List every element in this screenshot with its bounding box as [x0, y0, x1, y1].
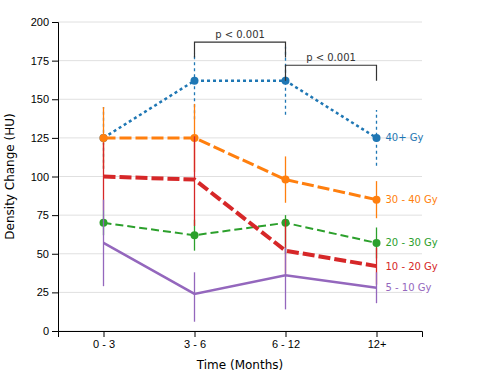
x-tick: 6 - 12 — [272, 331, 300, 350]
x-tick-label: 3 - 6 — [184, 338, 206, 350]
error-bar — [285, 248, 286, 310]
y-tick-label: 100 — [31, 171, 49, 183]
x-axis-line — [59, 332, 423, 338]
series — [104, 136, 377, 284]
grid-line — [58, 253, 422, 254]
series-label: 20 - 30 Gy — [386, 237, 438, 248]
x-tick-label: 12+ — [368, 338, 387, 350]
y-tick-mark — [52, 138, 58, 139]
significance-label: p < 0.001 — [215, 29, 265, 40]
chart-container: 0 25 50 75 100 125 150 175 200 0 - 3 3 - 6 6 - 12 12… — [0, 0, 500, 377]
y-tick-mark — [52, 254, 58, 255]
significance-label: p < 0.001 — [306, 52, 356, 63]
x-tick-mark — [377, 331, 378, 337]
y-axis: 0 25 50 75 100 125 150 175 200 — [31, 16, 59, 337]
series — [104, 200, 377, 322]
significance-bracket — [286, 65, 377, 80]
y-tick: 200 — [31, 16, 58, 28]
grid-line — [58, 292, 422, 293]
x-tick: 12+ — [368, 331, 387, 350]
grid-line — [58, 60, 422, 61]
marker — [191, 77, 199, 85]
labels: 40+ Gy 30 - 40 Gy 20 - 30 Gy 10 - 20 Gy 5 - … — [215, 29, 438, 293]
y-tick-mark — [52, 331, 58, 332]
series — [100, 47, 381, 169]
y-tick: 150 — [31, 93, 58, 105]
y-tick: 175 — [31, 55, 58, 67]
error-bar — [194, 272, 195, 321]
y-tick-mark — [52, 22, 58, 23]
y-tick-mark — [52, 292, 58, 293]
y-tick-label: 125 — [31, 132, 49, 144]
series — [100, 104, 381, 218]
series-label: 40+ Gy — [386, 132, 424, 143]
y-tick-label: 200 — [31, 16, 49, 28]
y-tick-label: 50 — [37, 248, 49, 260]
y-tick: 100 — [31, 171, 58, 183]
y-tick: 50 — [37, 248, 58, 260]
series — [100, 210, 381, 258]
grid-line — [58, 99, 422, 100]
y-tick: 0 — [43, 325, 58, 337]
y-tick-label: 0 — [43, 325, 49, 337]
significance-bracket — [195, 42, 286, 57]
marker — [373, 239, 381, 247]
grid — [58, 22, 422, 331]
x-axis: 0 - 3 3 - 6 6 - 12 12+ — [59, 331, 423, 350]
chart: 0 25 50 75 100 125 150 175 200 0 - 3 3 - 6 6 - 12 12… — [0, 0, 500, 377]
x-tick-label: 6 - 12 — [272, 338, 300, 350]
x-tick: 0 - 3 — [93, 331, 115, 350]
marker — [282, 176, 290, 184]
x-axis-title: Time (Months) — [196, 358, 283, 372]
plot: 0 25 50 75 100 125 150 175 200 0 - 3 3 - 6 6 - 12 12… — [31, 16, 438, 350]
x-tick-mark — [195, 331, 196, 337]
y-axis-title: Density Change (HU) — [3, 113, 17, 239]
series-line — [104, 177, 377, 267]
grid-line — [58, 22, 422, 23]
x-tick: 3 - 6 — [184, 331, 206, 350]
y-tick: 125 — [31, 132, 58, 144]
y-tick-label: 25 — [37, 286, 49, 298]
marks — [100, 42, 381, 322]
y-tick-label: 175 — [31, 55, 49, 67]
series-line — [104, 223, 377, 243]
y-tick: 25 — [37, 286, 58, 298]
marker — [100, 134, 108, 142]
y-tick-mark — [52, 215, 58, 216]
y-tick-mark — [52, 177, 58, 178]
series-label: 5 - 10 Gy — [386, 282, 432, 293]
y-tick: 75 — [37, 209, 58, 221]
series-line — [104, 138, 377, 200]
marker — [373, 196, 381, 204]
x-tick-label: 0 - 3 — [93, 338, 115, 350]
y-tick-label: 75 — [37, 209, 49, 221]
series-line — [104, 81, 377, 138]
y-tick-label: 150 — [31, 93, 49, 105]
y-tick-mark — [52, 61, 58, 62]
y-tick-mark — [52, 99, 58, 100]
series-line — [104, 243, 377, 294]
series-label: 10 - 20 Gy — [386, 261, 438, 272]
marker — [373, 134, 381, 142]
series-label: 30 - 40 Gy — [386, 194, 438, 205]
y-axis-line — [52, 23, 59, 332]
marker — [191, 231, 199, 239]
marker — [100, 134, 108, 142]
x-tick-mark — [286, 331, 287, 337]
x-tick-mark — [104, 331, 105, 337]
